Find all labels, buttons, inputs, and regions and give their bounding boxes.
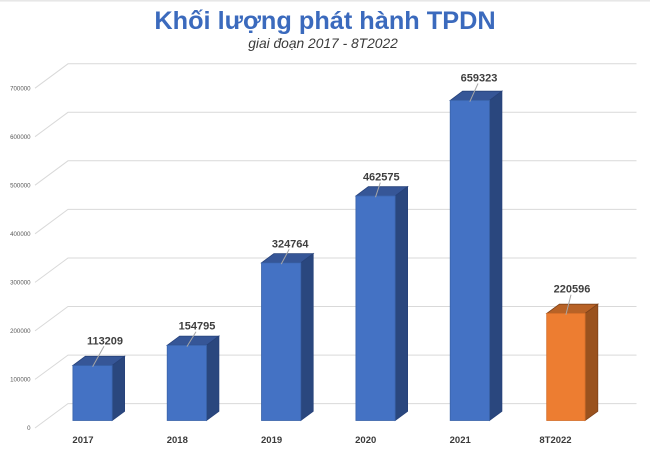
svg-text:0: 0 bbox=[27, 425, 31, 432]
svg-text:200000: 200000 bbox=[10, 328, 31, 335]
svg-text:8T2022: 8T2022 bbox=[539, 435, 571, 446]
svg-text:100000: 100000 bbox=[10, 377, 31, 384]
svg-text:154795: 154795 bbox=[179, 321, 216, 333]
svg-text:220596: 220596 bbox=[554, 284, 591, 296]
svg-text:324764: 324764 bbox=[272, 238, 310, 250]
svg-text:2018: 2018 bbox=[167, 435, 188, 446]
svg-text:659323: 659323 bbox=[461, 73, 498, 85]
svg-text:2017: 2017 bbox=[72, 435, 93, 446]
svg-text:600000: 600000 bbox=[10, 134, 31, 141]
svg-text:300000: 300000 bbox=[10, 280, 31, 287]
svg-text:2019: 2019 bbox=[261, 435, 282, 446]
svg-text:2021: 2021 bbox=[450, 435, 472, 446]
svg-text:462575: 462575 bbox=[363, 172, 400, 184]
svg-text:113209: 113209 bbox=[87, 335, 123, 347]
svg-text:700000: 700000 bbox=[10, 85, 31, 92]
svg-text:2020: 2020 bbox=[355, 435, 376, 446]
svg-text:400000: 400000 bbox=[10, 231, 31, 238]
svg-text:500000: 500000 bbox=[10, 182, 31, 189]
